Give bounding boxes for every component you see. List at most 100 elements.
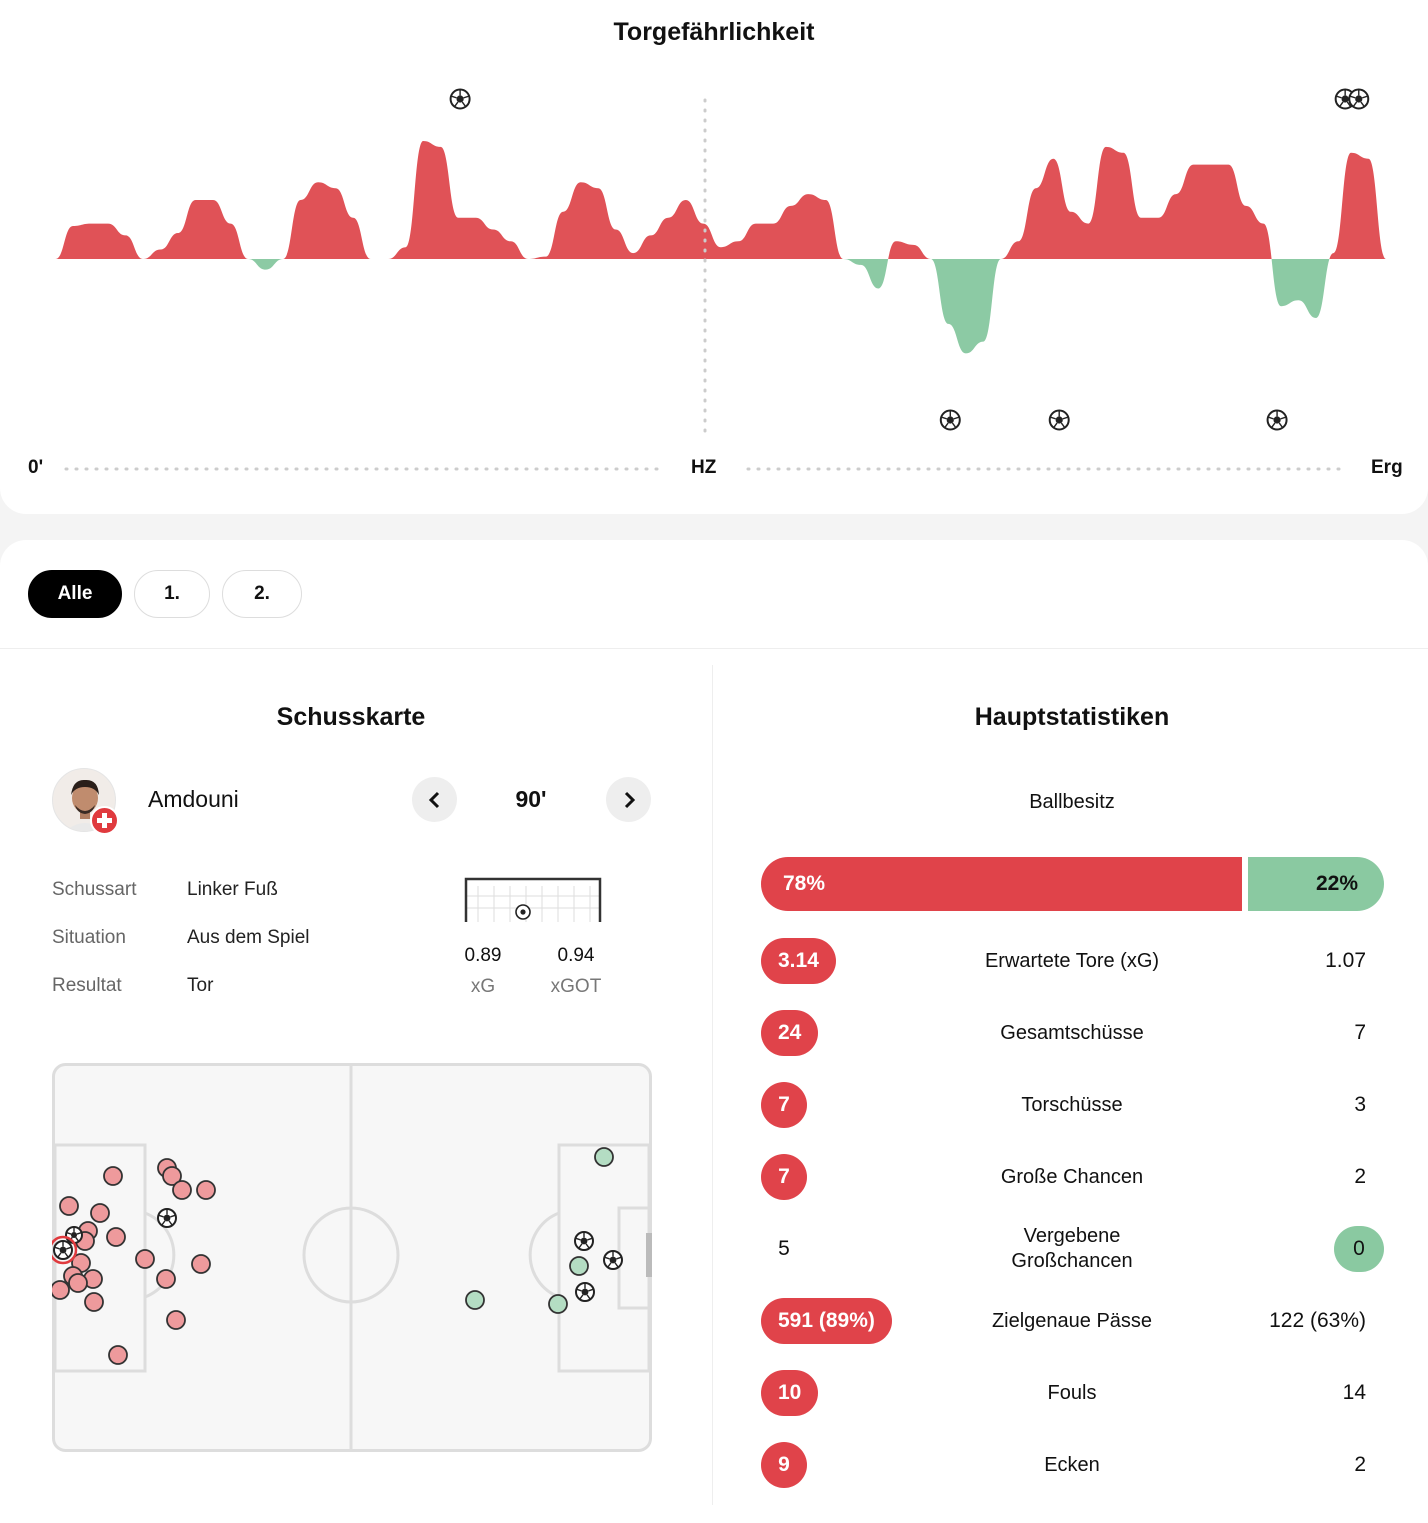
tab-all[interactable]: Alle [28,570,122,618]
shotmap-title: Schusskarte [276,703,426,731]
shot-pitch [52,1063,652,1452]
stat-home-value: 5 [778,1237,790,1260]
stat-row-shots-on-target: 7 Torschüsse 3 [761,1082,1384,1130]
xg-label: xG [470,976,496,997]
home-shot-marker[interactable] [103,1166,123,1186]
stat-label: Fouls [1047,1381,1097,1404]
momentum-title: Torgefährlichkeit [613,18,815,46]
home-shot-marker[interactable] [135,1249,155,1269]
away-goal-icon [1048,409,1070,431]
stat-away-value: 2 [1354,1453,1366,1476]
away-shot-marker[interactable] [465,1290,485,1310]
shot-minute: 90' [515,786,547,812]
momentum-chart [38,88,1386,471]
stat-home-value: 7 [761,1082,807,1128]
away-goal-shot-icon [575,1282,595,1302]
tab-first-half[interactable]: 1. [134,570,210,618]
xgot-label: xGOT [550,976,602,997]
home-shot-marker[interactable] [196,1180,216,1200]
home-goal-shot-icon [65,1226,83,1244]
shot-type-value: Linker Fuß [187,879,278,900]
selected-shot-ring[interactable] [52,1235,78,1265]
home-shot-marker[interactable] [166,1310,186,1330]
timeline-start: 0' [28,457,44,478]
away-shot-marker[interactable] [594,1147,614,1167]
stat-label: Erwartete Tore (xG) [984,949,1160,972]
home-shot-marker[interactable] [191,1254,211,1274]
stat-home-value: 3.14 [761,938,836,984]
stat-home-value: 591 (89%) [761,1298,892,1344]
stat-label: Gesamtschüsse [1000,1021,1144,1044]
stats-title: Hauptstatistiken [974,703,1170,731]
away-goal-icon [939,409,961,431]
selected-goal-shot-icon [53,1240,73,1260]
result-value: Tor [187,975,214,996]
home-goal-icon [1348,88,1370,110]
home-shot-marker[interactable] [162,1166,182,1186]
home-goal-shot-icon [157,1208,177,1228]
home-goal-icon [449,88,471,110]
stat-home-value: 24 [761,1010,819,1056]
stat-away-value: 3 [1354,1093,1366,1116]
away-goal-icon [1266,409,1288,431]
timeline-halftime: HZ [691,457,717,478]
stat-away-value: 2 [1354,1165,1366,1188]
previous-shot-button[interactable] [412,777,457,822]
stat-row-big-chances: 7 Große Chancen 2 [761,1154,1384,1202]
stat-row-corners: 9 Ecken 2 [761,1442,1384,1490]
situation-label: Situation [52,927,126,948]
goal-ball-icon [515,904,531,920]
away-shot-marker[interactable] [548,1294,568,1314]
stat-away-value: 0 [1334,1226,1384,1272]
stat-row-total-shots: 24 Gesamtschüsse 7 [761,1010,1384,1058]
home-shot-marker[interactable] [172,1180,192,1200]
home-shot-marker[interactable] [156,1269,176,1289]
stat-home-value: 9 [761,1442,807,1488]
timeline-end: Erg [1371,457,1403,478]
home-shot-marker[interactable] [106,1227,126,1247]
possession-away-bar: 22% [1248,857,1384,911]
home-shot-marker[interactable] [68,1273,88,1293]
xgot-value: 0.94 [557,945,595,966]
possession-home-bar: 78% [761,857,1242,911]
possession-label: Ballbesitz [1029,791,1115,813]
stat-row-accurate-passes: 591 (89%) Zielgenaue Pässe 122 (63%) [761,1298,1384,1346]
period-tabs: Alle 1. 2. [28,570,302,618]
stat-away-value: 1.07 [1325,949,1366,972]
goal-frame-icon [464,877,602,922]
home-shot-marker[interactable] [84,1292,104,1312]
stat-label: Torschüsse [1021,1093,1123,1116]
xg-value: 0.89 [464,945,502,966]
stat-row-fouls: 10 Fouls 14 [761,1370,1384,1418]
chevron-right-icon [624,791,635,808]
next-shot-button[interactable] [606,777,651,822]
stat-home-value: 7 [761,1154,807,1200]
stat-away-value: 122 (63%) [1269,1309,1366,1332]
stat-label: Zielgenaue Pässe [991,1309,1153,1332]
stat-row-xg: 3.14 Erwartete Tore (xG) 1.07 [761,938,1384,986]
stat-away-value: 14 [1342,1381,1366,1404]
shot-type-label: Schussart [52,879,137,900]
away-shot-marker[interactable] [569,1256,589,1276]
stat-home-value: 10 [761,1370,819,1416]
stat-away-value: 7 [1354,1021,1366,1044]
situation-value: Aus dem Spiel [187,927,310,948]
home-shot-marker[interactable] [108,1345,128,1365]
stat-row-missed-big-chances: 5 Vergebene Großchancen 0 [761,1225,1384,1274]
chevron-left-icon [428,791,439,808]
stat-label: Ecken [1044,1453,1100,1476]
stat-label: Große Chancen [1000,1165,1144,1188]
home-shot-marker[interactable] [52,1280,70,1300]
section-divider [0,648,1428,649]
momentum-home-area [38,141,1386,259]
swiss-flag-icon [90,806,119,835]
player-name[interactable]: Amdouni [148,786,239,812]
home-shot-marker[interactable] [90,1203,110,1223]
column-divider [712,665,713,1505]
home-shot-marker[interactable] [59,1196,79,1216]
away-goal-shot-icon [574,1231,594,1251]
result-label: Resultat [52,975,122,996]
tab-second-half[interactable]: 2. [222,570,302,618]
stat-label: Vergebene Großchancen [1011,1225,1133,1272]
away-goal-shot-icon [603,1250,623,1270]
